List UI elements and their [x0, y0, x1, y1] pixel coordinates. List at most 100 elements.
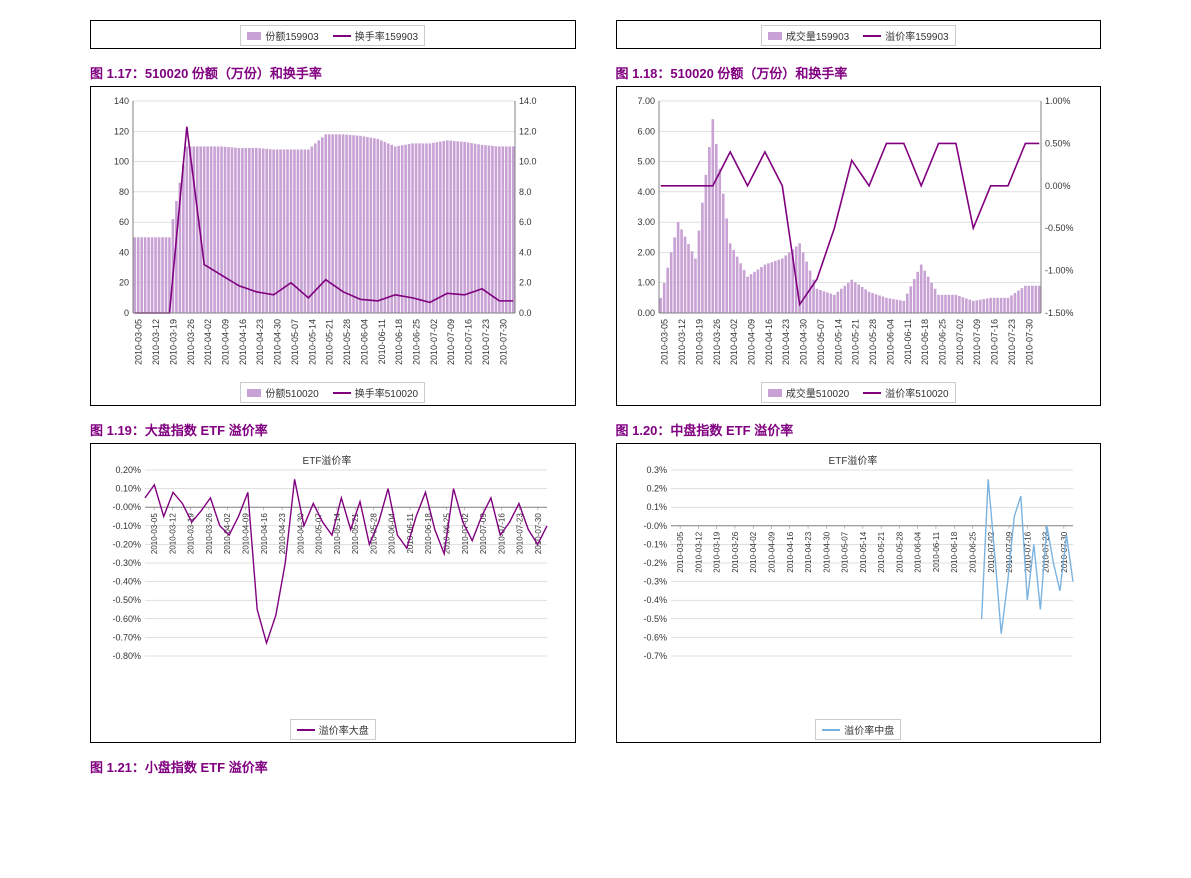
svg-text:2010-03-12: 2010-03-12 [677, 319, 687, 365]
svg-text:2010-05-21: 2010-05-21 [351, 513, 360, 554]
svg-text:2010-04-02: 2010-04-02 [729, 319, 739, 365]
svg-text:2010-06-25: 2010-06-25 [412, 319, 422, 365]
svg-text:2010-04-09: 2010-04-09 [767, 531, 776, 572]
svg-text:2010-03-26: 2010-03-26 [205, 513, 214, 554]
bar-swatch-icon [247, 389, 261, 397]
legend-item: 成交量510020 [768, 385, 849, 400]
chart-19-svg: ETF溢价率-0.80%-0.70%-0.60%-0.50%-0.40%-0.3… [97, 452, 557, 712]
svg-text:2010-03-26: 2010-03-26 [186, 319, 196, 365]
svg-text:2010-05-28: 2010-05-28 [895, 531, 904, 572]
svg-text:2010-07-23: 2010-07-23 [481, 319, 491, 365]
svg-text:2.00: 2.00 [637, 247, 655, 257]
svg-text:-0.5%: -0.5% [643, 614, 667, 624]
svg-text:2010-03-19: 2010-03-19 [694, 319, 704, 365]
svg-text:2010-06-11: 2010-06-11 [931, 531, 940, 572]
caption-19: 图 1.19：大盘指数 ETF 溢价率 [90, 420, 576, 439]
cell-21: 图 1.21：小盘指数 ETF 溢价率 [90, 751, 576, 780]
svg-text:-0.4%: -0.4% [643, 595, 667, 605]
svg-text:0.20%: 0.20% [115, 465, 141, 475]
svg-text:2010-05-21: 2010-05-21 [850, 319, 860, 365]
svg-text:2010-05-14: 2010-05-14 [333, 513, 342, 554]
page-root: 份额159903 换手率159903 成交量159903 [0, 0, 1191, 780]
svg-text:2010-07-30: 2010-07-30 [534, 513, 543, 554]
svg-text:2010-03-05: 2010-03-05 [676, 531, 685, 572]
svg-text:2010-04-02: 2010-04-02 [749, 531, 758, 572]
svg-text:-0.60%: -0.60% [112, 614, 141, 624]
svg-text:2010-07-02: 2010-07-02 [429, 319, 439, 365]
svg-text:-0.0%: -0.0% [643, 521, 667, 531]
chart-17-svg: 0204060801001201400.02.04.06.08.010.012.… [97, 95, 557, 375]
cell-18: 图 1.18：510020 份额（万份）和换手率 0.001.002.003.0… [616, 57, 1102, 414]
svg-text:-0.50%: -0.50% [112, 595, 141, 605]
svg-text:6.0: 6.0 [519, 217, 532, 227]
legend-17: 份额510020 换手率510020 [240, 382, 425, 403]
legend-label: 份额159903 [265, 28, 318, 43]
legend-item: 溢价率中盘 [822, 722, 894, 737]
svg-text:2010-05-21: 2010-05-21 [325, 319, 335, 365]
legend-item: 换手率159903 [333, 28, 418, 43]
svg-text:2010-05-07: 2010-05-07 [290, 319, 300, 365]
svg-text:40: 40 [119, 247, 129, 257]
svg-text:12.0: 12.0 [519, 126, 537, 136]
legend-18: 成交量510020 溢价率510020 [761, 382, 956, 403]
row-19-20: 图 1.19：大盘指数 ETF 溢价率 ETF溢价率-0.80%-0.70%-0… [90, 414, 1101, 751]
svg-text:-0.50%: -0.50% [1045, 223, 1074, 233]
legend-top-right: 成交量159903 溢价率159903 [761, 25, 956, 46]
legend-20: 溢价率中盘 [815, 719, 901, 740]
svg-text:2010-03-26: 2010-03-26 [711, 319, 721, 365]
svg-text:2010-06-18: 2010-06-18 [920, 319, 930, 365]
svg-text:2010-04-23: 2010-04-23 [781, 319, 791, 365]
svg-text:2.0: 2.0 [519, 278, 532, 288]
legend-label: 溢价率大盘 [319, 722, 369, 737]
legend-item: 溢价率510020 [863, 385, 948, 400]
svg-text:-0.7%: -0.7% [643, 651, 667, 661]
svg-text:2010-04-16: 2010-04-16 [763, 319, 773, 365]
svg-text:1.00%: 1.00% [1045, 96, 1071, 106]
svg-text:0.10%: 0.10% [115, 484, 141, 494]
svg-text:ETF溢价率: ETF溢价率 [828, 454, 877, 467]
line-swatch-icon [297, 729, 315, 731]
svg-text:2010-04-23: 2010-04-23 [255, 319, 265, 365]
svg-text:-0.00%: -0.00% [112, 502, 141, 512]
svg-text:2010-03-05: 2010-03-05 [659, 319, 669, 365]
cell-19: 图 1.19：大盘指数 ETF 溢价率 ETF溢价率-0.80%-0.70%-0… [90, 414, 576, 751]
cell-20: 图 1.20：中盘指数 ETF 溢价率 ETF溢价率-0.7%-0.6%-0.5… [616, 414, 1102, 751]
caption-20: 图 1.20：中盘指数 ETF 溢价率 [616, 420, 1102, 439]
svg-text:3.00: 3.00 [637, 217, 655, 227]
svg-text:2010-04-23: 2010-04-23 [804, 531, 813, 572]
legend-19: 溢价率大盘 [290, 719, 376, 740]
svg-text:2010-04-23: 2010-04-23 [278, 513, 287, 554]
svg-text:-1.50%: -1.50% [1045, 308, 1074, 318]
svg-text:2010-06-04: 2010-06-04 [913, 531, 922, 572]
top-legend-frame-right: 成交量159903 溢价率159903 [616, 20, 1102, 49]
legend-label: 成交量159903 [786, 28, 849, 43]
svg-text:2010-03-19: 2010-03-19 [168, 319, 178, 365]
svg-text:2010-04-16: 2010-04-16 [238, 319, 248, 365]
svg-text:2010-04-09: 2010-04-09 [746, 319, 756, 365]
svg-text:80: 80 [119, 187, 129, 197]
svg-text:2010-03-05: 2010-03-05 [134, 319, 144, 365]
svg-text:2010-06-04: 2010-06-04 [359, 319, 369, 365]
svg-text:2010-07-02: 2010-07-02 [954, 319, 964, 365]
svg-text:-0.1%: -0.1% [643, 539, 667, 549]
frame-18: 0.001.002.003.004.005.006.007.001.00%0.5… [616, 86, 1102, 406]
svg-text:2010-04-16: 2010-04-16 [785, 531, 794, 572]
svg-text:2010-04-09: 2010-04-09 [242, 513, 251, 554]
svg-text:-0.2%: -0.2% [643, 558, 667, 568]
caption-17: 图 1.17：510020 份额（万份）和换手率 [90, 63, 576, 82]
legend-item: 份额510020 [247, 385, 318, 400]
legend-item: 换手率510020 [333, 385, 418, 400]
legend-label: 溢价率510020 [885, 385, 948, 400]
svg-text:2010-03-12: 2010-03-12 [168, 513, 177, 554]
svg-text:6.00: 6.00 [637, 126, 655, 136]
caption-21: 图 1.21：小盘指数 ETF 溢价率 [90, 757, 576, 776]
svg-text:2010-05-14: 2010-05-14 [307, 319, 317, 365]
line-swatch-icon [333, 35, 351, 37]
svg-text:5.00: 5.00 [637, 157, 655, 167]
legend-top-left: 份额159903 换手率159903 [240, 25, 425, 46]
svg-text:2010-04-30: 2010-04-30 [822, 531, 831, 572]
frame-19: ETF溢价率-0.80%-0.70%-0.60%-0.50%-0.40%-0.3… [90, 443, 576, 743]
svg-text:2010-05-28: 2010-05-28 [868, 319, 878, 365]
svg-text:2010-06-11: 2010-06-11 [902, 319, 912, 364]
line-swatch-icon [863, 392, 881, 394]
